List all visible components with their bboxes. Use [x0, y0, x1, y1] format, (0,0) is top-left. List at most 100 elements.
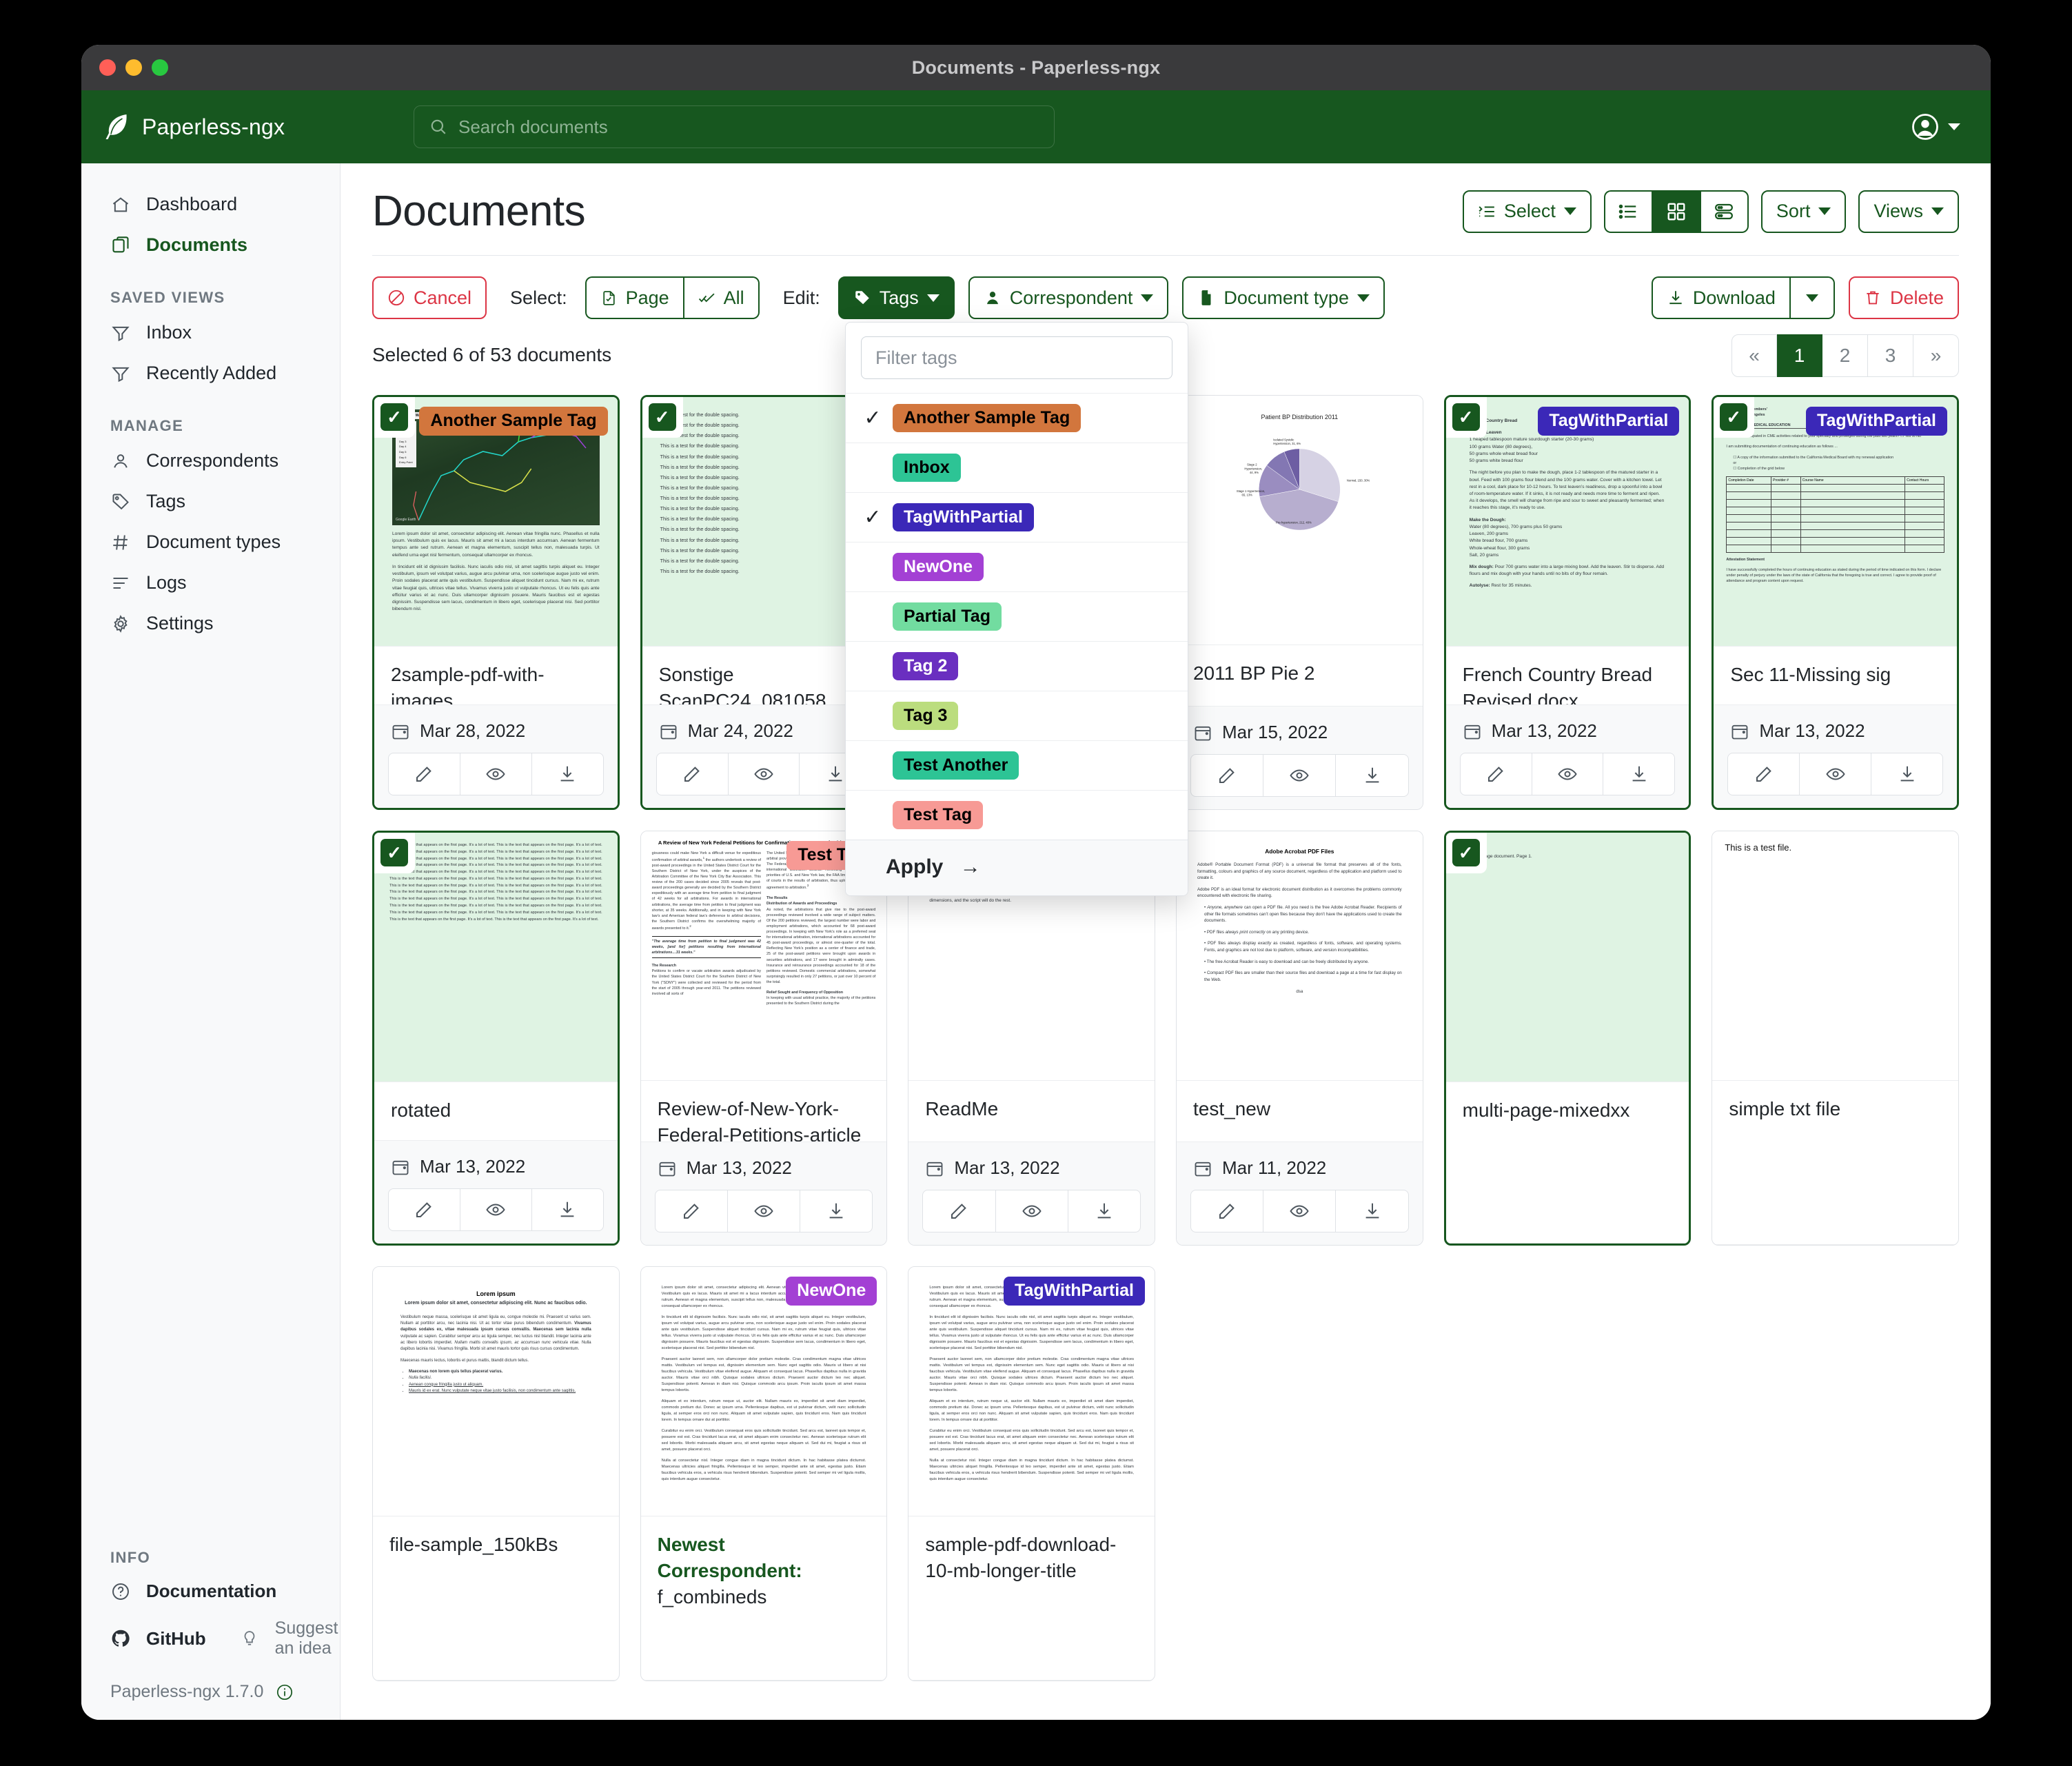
document-card[interactable]: This is the text that appears on the fir…	[372, 831, 620, 1246]
document-thumbnail[interactable]: Adobe Acrobat PDF Files Adobe® Portable D…	[1176, 831, 1423, 1081]
document-thumbnail[interactable]: This is the text that appears on the fir…	[374, 833, 618, 1082]
download-button[interactable]	[1603, 753, 1676, 795]
views-dropdown-button[interactable]: Views	[1858, 190, 1959, 233]
tag-badge[interactable]: TagWithPartial	[1538, 407, 1680, 436]
edit-button[interactable]	[922, 1190, 996, 1232]
minimize-window-button[interactable]	[125, 59, 142, 76]
tags-dropdown-button[interactable]: Tags	[837, 276, 955, 319]
document-card[interactable]: This is a test file. simple txt file	[1712, 831, 1959, 1246]
document-card[interactable]: Lorem ipsum Lorem ipsum dolor sit amet, c…	[372, 1266, 620, 1681]
document-title[interactable]: file-sample_150kBs	[373, 1516, 619, 1681]
select-page-button[interactable]: Page	[585, 276, 684, 319]
tag-option[interactable]: NewOne	[846, 542, 1188, 591]
document-card[interactable]: Lorem ipsum dolor sit amet, consectetur …	[908, 1266, 1155, 1681]
brand[interactable]: Paperless-ngx	[105, 113, 394, 141]
tag-badge[interactable]: NewOne	[786, 1277, 877, 1306]
download-button[interactable]	[1068, 1190, 1141, 1232]
download-button[interactable]	[1336, 754, 1409, 797]
select-checkbox[interactable]: ✓	[642, 397, 683, 438]
document-card[interactable]: Patient BP Distribution 2011 Normal, 150,…	[1175, 395, 1423, 810]
tag-option[interactable]: Inbox	[846, 443, 1188, 492]
document-title[interactable]: ReadMe	[908, 1081, 1155, 1142]
preview-button[interactable]	[727, 1190, 801, 1232]
maximize-window-button[interactable]	[152, 59, 168, 76]
document-title[interactable]: French Country Bread Revised.docx	[1445, 647, 1689, 705]
document-card[interactable]: Boundary Waters TripLegendDay 1Day 2Day …	[372, 395, 620, 810]
document-thumbnail[interactable]: Lorem ipsum dolor sit amet, consectetur …	[908, 1267, 1155, 1516]
document-title[interactable]: simple txt file	[1712, 1081, 1958, 1245]
edit-button[interactable]	[1727, 753, 1800, 795]
tag-option[interactable]: Test Tag	[846, 790, 1188, 840]
sidebar-item-documentation[interactable]: Documentation	[81, 1572, 340, 1610]
document-card[interactable]: Adobe Acrobat PDF Files Adobe® Portable D…	[1175, 831, 1423, 1246]
cancel-button[interactable]: Cancel	[372, 276, 487, 319]
document-thumbnail[interactable]: Lorem ipsum Lorem ipsum dolor sit amet, c…	[373, 1267, 619, 1516]
document-card[interactable]: A Review of New York Federal Petitions f…	[640, 831, 888, 1246]
tag-option[interactable]: Partial Tag	[846, 591, 1188, 641]
select-dropdown-button[interactable]: Select	[1462, 190, 1592, 233]
sidebar-item-tags[interactable]: Tags	[81, 481, 340, 522]
sidebar-item-inbox[interactable]: Inbox	[81, 312, 340, 353]
select-checkbox[interactable]: ✓	[1445, 397, 1487, 438]
preview-button[interactable]	[1800, 753, 1872, 795]
tag-option[interactable]: Test Another	[846, 740, 1188, 790]
preview-button[interactable]	[460, 753, 532, 795]
edit-button[interactable]	[1459, 753, 1532, 795]
sidebar-item-settings[interactable]: Settings	[81, 603, 340, 644]
view-mode-toggle[interactable]	[1603, 190, 1749, 233]
document-title[interactable]: sample-pdf-download-10-mb-longer-title	[908, 1516, 1155, 1681]
info-circle-icon[interactable]	[276, 1683, 294, 1701]
sidebar-item-correspondents[interactable]: Correspondents	[81, 440, 340, 481]
edit-button[interactable]	[388, 753, 460, 795]
tags-filter-input[interactable]: Filter tags	[861, 336, 1172, 379]
document-title[interactable]: multi-page-mixedxx	[1445, 1082, 1689, 1244]
user-menu[interactable]	[1911, 112, 1960, 141]
document-card[interactable]: Medical Staff Members’Hospital, Los Ange…	[1712, 395, 1959, 810]
edit-button[interactable]	[1190, 1190, 1264, 1232]
tag-badge[interactable]: Another Sample Tag	[419, 407, 608, 436]
document-correspondent[interactable]: Newest Correspondent:	[657, 1534, 802, 1581]
select-checkbox[interactable]: ✓	[374, 397, 415, 438]
page-3-button[interactable]: 3	[1868, 334, 1913, 377]
preview-button[interactable]	[1263, 754, 1337, 797]
edit-button[interactable]	[656, 753, 729, 795]
document-title[interactable]: Sec 11-Missing sig	[1714, 647, 1957, 705]
sidebar-item-document-types[interactable]: Document types	[81, 522, 340, 562]
document-title[interactable]: 2011 BP Pie 2	[1176, 645, 1423, 707]
sort-dropdown-button[interactable]: Sort	[1760, 190, 1847, 233]
document-title[interactable]: test_new	[1176, 1081, 1423, 1142]
document-card[interactable]: a multi page document. Page 1. ✓ multi-pag…	[1443, 831, 1692, 1246]
sidebar-item-recently-added[interactable]: Recently Added	[81, 353, 340, 394]
list-view-button[interactable]	[1603, 190, 1652, 233]
tag-option[interactable]: ✓ Another Sample Tag	[846, 393, 1188, 443]
download-button[interactable]	[1336, 1190, 1409, 1232]
document-card[interactable]: Lorem ipsum dolor sit amet, consectetur …	[640, 1266, 888, 1681]
card-small-view-button[interactable]	[1652, 190, 1700, 233]
document-type-dropdown-button[interactable]: Document type	[1182, 276, 1385, 319]
apply-tags-button[interactable]: Apply →	[846, 840, 1188, 895]
window-controls[interactable]	[99, 59, 168, 76]
page-2-button[interactable]: 2	[1822, 334, 1868, 377]
preview-button[interactable]	[728, 753, 800, 795]
page-first-button[interactable]: «	[1731, 334, 1777, 377]
tag-option[interactable]: Tag 3	[846, 691, 1188, 740]
download-button[interactable]	[1871, 753, 1943, 795]
document-thumbnail[interactable]: This is a test for the double spacing. Th…	[642, 397, 886, 647]
download-button[interactable]	[531, 1188, 604, 1231]
tag-badge[interactable]: TagWithPartial	[1806, 407, 1947, 436]
preview-button[interactable]	[1263, 1190, 1337, 1232]
edit-button[interactable]	[1190, 754, 1264, 797]
sidebar-item-documents[interactable]: Documents	[81, 225, 340, 265]
preview-button[interactable]	[460, 1188, 532, 1231]
tag-badge[interactable]: TagWithPartial	[1004, 1277, 1145, 1306]
page-1-button[interactable]: 1	[1777, 334, 1822, 377]
select-all-button[interactable]: All	[683, 276, 760, 319]
delete-button[interactable]: Delete	[1848, 276, 1959, 319]
document-thumbnail[interactable]: Lorem ipsum dolor sit amet, consectetur …	[640, 1267, 887, 1516]
tag-option[interactable]: ✓ TagWithPartial	[846, 492, 1188, 542]
correspondent-dropdown-button[interactable]: Correspondent	[968, 276, 1169, 319]
edit-button[interactable]	[388, 1188, 460, 1231]
sidebar-item-logs[interactable]: Logs	[81, 562, 340, 603]
